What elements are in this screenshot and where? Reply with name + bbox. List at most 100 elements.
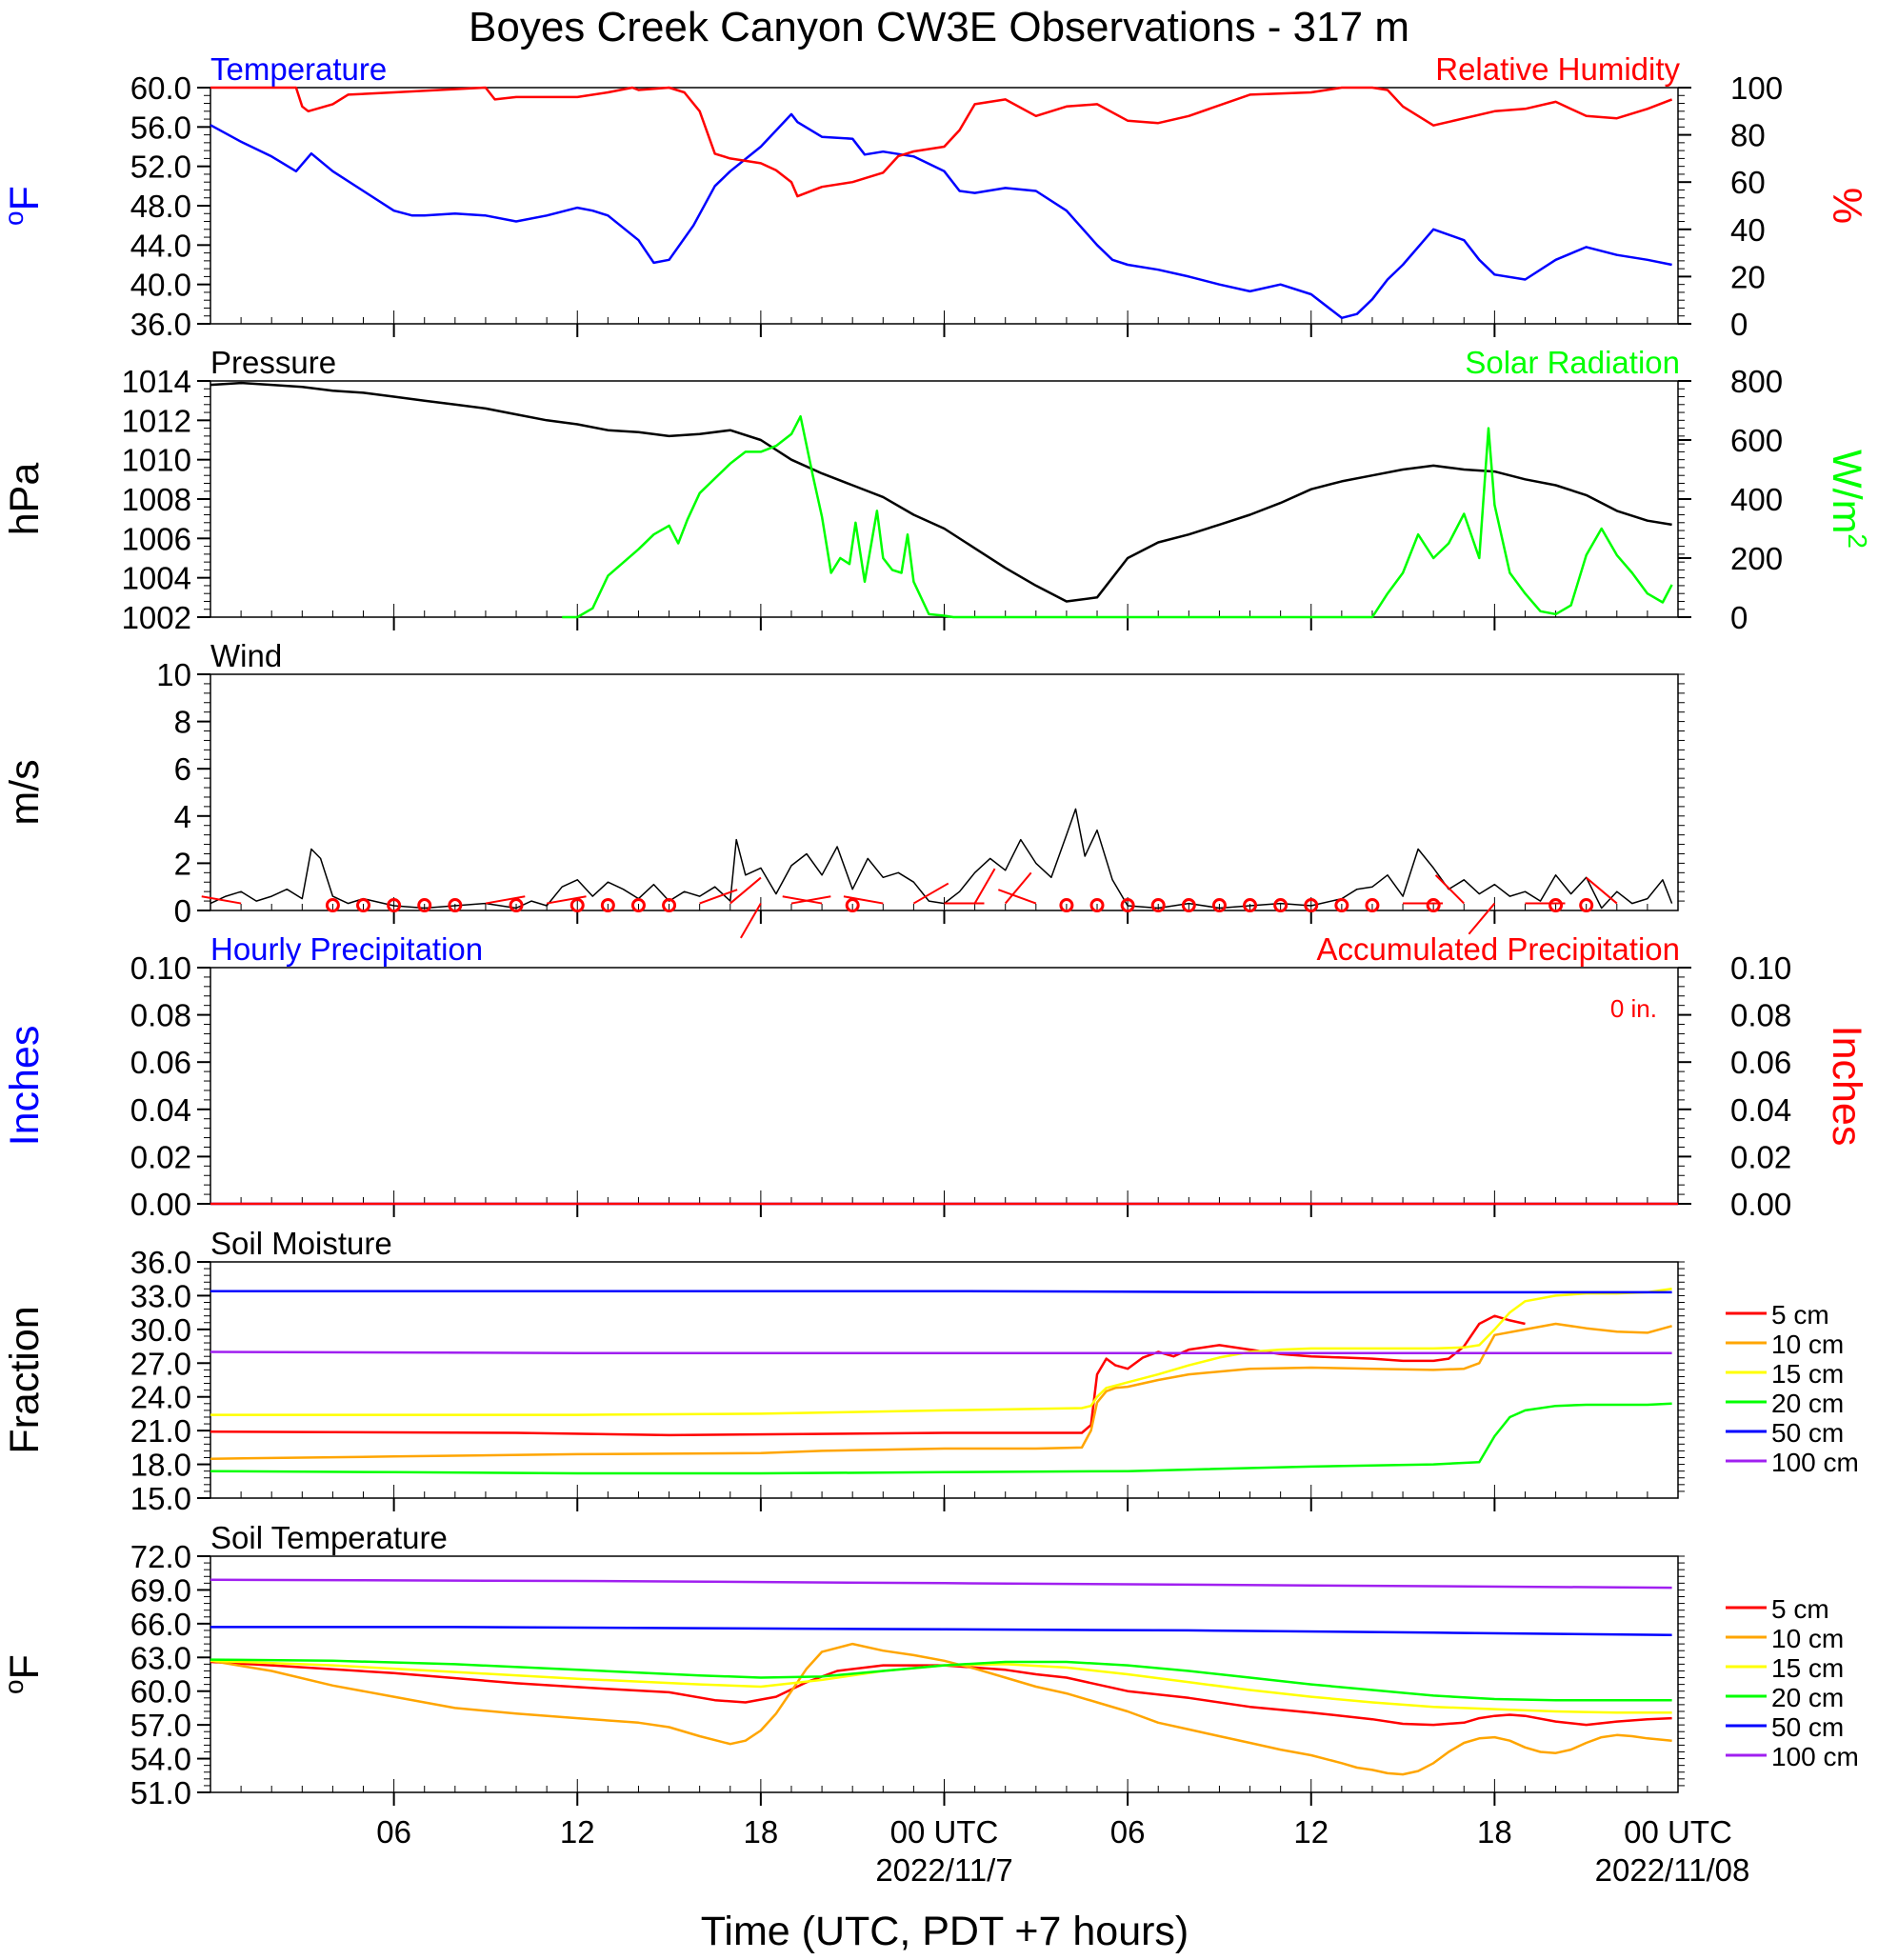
panel-title-right: Accumulated Precipitation — [1316, 931, 1680, 967]
series-line-relative-humidity — [210, 86, 1673, 198]
y-tick-label-left: 1012 — [122, 403, 191, 438]
y-tick-label-left: 40.0 — [130, 268, 191, 303]
y-tick-label-left: 6 — [174, 751, 191, 787]
y-tick-label-left: 1010 — [122, 443, 191, 478]
y-tick-label-left: 36.0 — [130, 1245, 191, 1280]
y-axis-label-right: Inches — [1824, 1026, 1869, 1147]
x-tick-label: 12 — [1293, 1814, 1329, 1850]
legend-label: 20 cm — [1771, 1389, 1844, 1418]
series-line-15-cm — [210, 1659, 1672, 1714]
series-line-solar-radiation — [562, 414, 1673, 619]
panel-pressure_solar: 1014 1012 1010 1008 1006 1004 1002 800 600 400 200… — [2, 345, 1872, 635]
wind-barb-calm — [417, 898, 432, 913]
wind-barb-calm — [1089, 898, 1105, 913]
wind-barb-calm — [1059, 898, 1074, 913]
wind-barb-calm — [662, 898, 677, 913]
y-tick-label-right: 400 — [1730, 482, 1783, 517]
y-tick-label-left: 1004 — [122, 561, 191, 596]
y-tick-label-left: 51.0 — [130, 1775, 191, 1810]
y-tick-label-right: 800 — [1730, 364, 1783, 399]
y-tick-label-left: 0 — [174, 893, 191, 929]
series-line-temperature — [210, 112, 1672, 320]
legend-label: 20 cm — [1771, 1683, 1844, 1712]
series-line-15-cm — [210, 1288, 1672, 1416]
wind-barb-calm — [1548, 898, 1564, 913]
y-tick-label-left: 1014 — [122, 364, 191, 399]
y-tick-label-right: 0 — [1730, 307, 1748, 342]
panel-title-right: Solar Radiation — [1465, 345, 1680, 380]
series-line-5-cm — [210, 1660, 1672, 1727]
series-line-100-cm — [210, 1578, 1672, 1590]
legend-label: 5 cm — [1771, 1594, 1829, 1624]
panel-precip: 0.10 0.08 0.06 0.04 0.02 0.00 0.10 0.08 0.06 0.04… — [2, 931, 1869, 1222]
series-line-wind — [210, 808, 1673, 910]
wind-barb-calm — [1426, 898, 1441, 913]
y-tick-label-right: 0.10 — [1730, 950, 1791, 986]
plot-frame — [210, 673, 1679, 911]
wind-barb-calm — [1334, 898, 1349, 913]
y-tick-label-left: 56.0 — [130, 110, 191, 145]
panel-temp_rh: 60.0 56.0 52.0 48.0 44.0 40.0 36.0 100 80 60 40 20 0… — [0, 51, 1869, 342]
y-tick-label-right: 20 — [1730, 259, 1766, 294]
panel-wind: 10 8 6 4 2 0 Wind m/s — [2, 638, 1685, 939]
accumulated-total-label: 0 in. — [1610, 994, 1657, 1023]
y-tick-label-left: 52.0 — [130, 150, 191, 185]
wind-barb-calm — [1304, 898, 1319, 913]
wind-barb-calm — [1579, 898, 1594, 913]
series-line-10-cm — [210, 1322, 1672, 1460]
wind-barb — [973, 868, 996, 905]
y-tick-label-left: 54.0 — [130, 1742, 191, 1777]
panel-title-left: Wind — [210, 638, 282, 673]
y-tick-label-right: 100 — [1730, 70, 1783, 106]
y-tick-label-left: 33.0 — [130, 1278, 191, 1313]
y-tick-label-left: 60.0 — [130, 70, 191, 106]
y-tick-label-right: 40 — [1730, 212, 1766, 248]
wind-barb-calm — [600, 898, 615, 913]
wind-barb-calm — [1181, 898, 1196, 913]
wind-barb-calm — [1365, 898, 1380, 913]
y-tick-label-left: 48.0 — [130, 189, 191, 224]
legend-label: 15 cm — [1771, 1653, 1844, 1683]
y-tick-label-left: 1006 — [122, 521, 191, 556]
legend-label: 100 cm — [1771, 1448, 1859, 1477]
y-tick-label-left: 30.0 — [130, 1312, 191, 1348]
y-tick-label-left: 0.06 — [130, 1045, 191, 1080]
legend-label: 50 cm — [1771, 1712, 1844, 1742]
y-tick-label-left: 60.0 — [130, 1674, 191, 1710]
y-axis-label-right: W/m2 — [1824, 450, 1872, 549]
panel-soil_moisture: 36.033.030.027.024.021.018.015.0 Soil Moi… — [2, 1226, 1859, 1516]
y-tick-label-left: 57.0 — [130, 1708, 191, 1743]
y-tick-label-left: 10 — [156, 657, 191, 692]
series-line-pressure — [210, 381, 1672, 603]
y-tick-label-left: 0.02 — [130, 1139, 191, 1174]
legend-label: 15 cm — [1771, 1359, 1844, 1389]
wind-barb — [1434, 874, 1465, 905]
y-tick-label-left: 44.0 — [130, 228, 191, 263]
wind-barb-calm — [1120, 898, 1135, 913]
y-tick-label-left: 1002 — [122, 600, 191, 635]
y-axis-label-left: m/s — [2, 759, 48, 825]
series-line-5-cm — [210, 1314, 1526, 1437]
wind-barb-calm — [1211, 898, 1227, 913]
panel-title-left: Pressure — [210, 345, 336, 380]
series-line-100-cm — [210, 1350, 1672, 1354]
wind-barb — [546, 895, 587, 905]
x-axis-label: Time (UTC, PDT +7 hours) — [701, 1909, 1189, 1954]
y-axis-label-left: Fraction — [2, 1306, 48, 1453]
wind-barb-calm — [569, 898, 585, 913]
x-tick-label: 06 — [376, 1814, 411, 1850]
wind-barb-calm — [1273, 898, 1289, 913]
wind-barb-calm — [1150, 898, 1166, 913]
y-tick-label-right: 0 — [1730, 600, 1748, 635]
legend-label: 50 cm — [1771, 1418, 1844, 1448]
x-tick-label: 18 — [1477, 1814, 1512, 1850]
chart-panels: 60.056.052.048.044.040.036.0100806040200… — [0, 51, 1872, 1810]
plot-frame — [210, 967, 1679, 1205]
y-tick-label-right: 200 — [1730, 541, 1783, 576]
panel-title-left: Temperature — [210, 51, 387, 87]
wind-barb — [1004, 871, 1032, 905]
panel-title-left: Hourly Precipitation — [210, 931, 483, 967]
y-tick-label-left: 24.0 — [130, 1380, 191, 1415]
